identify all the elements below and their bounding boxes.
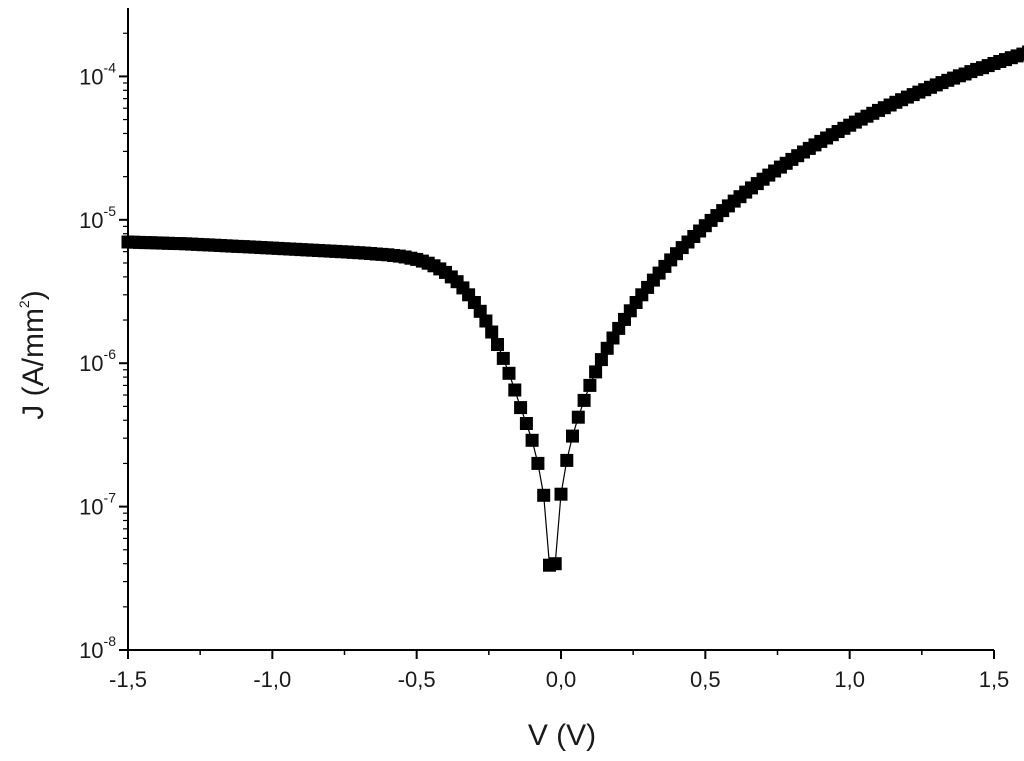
data-point bbox=[531, 456, 545, 470]
data-point bbox=[560, 453, 574, 467]
plot-frame bbox=[127, 8, 994, 651]
data-point bbox=[485, 325, 499, 339]
data-point bbox=[537, 488, 551, 502]
data-point bbox=[479, 314, 493, 328]
data-point bbox=[525, 433, 539, 447]
data-point bbox=[594, 353, 608, 367]
data-point bbox=[589, 365, 603, 379]
x-tick-label: 1,5 bbox=[979, 667, 1010, 692]
data-point bbox=[548, 557, 562, 571]
y-axis-title-sup: 2 bbox=[16, 300, 32, 308]
y-tick-label: 10-7 bbox=[79, 490, 116, 520]
data-point bbox=[554, 487, 568, 501]
data-point bbox=[502, 366, 516, 380]
x-tick-label: 1,0 bbox=[834, 667, 865, 692]
data-point bbox=[1016, 47, 1024, 61]
y-axis-title: J (A/mm2) bbox=[16, 290, 50, 419]
y-axis-ticks: 10-8 10-7 10-6 10-5 10-4 bbox=[79, 32, 128, 663]
y-tick-label: 10-5 bbox=[79, 203, 116, 233]
y-tick-label: 10-8 bbox=[79, 633, 116, 663]
series-points bbox=[121, 45, 1024, 572]
y-axis-title-main: J (A/mm bbox=[17, 308, 50, 420]
data-point bbox=[514, 401, 528, 415]
x-tick-label: 0,0 bbox=[546, 667, 577, 692]
data-point bbox=[566, 429, 579, 443]
data-point bbox=[519, 417, 533, 430]
data-point bbox=[508, 383, 522, 397]
y-tick-label: 10-6 bbox=[79, 346, 116, 376]
data-point bbox=[577, 393, 591, 407]
x-tick-label: -1,0 bbox=[253, 667, 291, 692]
x-axis-ticks: -1,5 -1,0 -0,5 0,0 0,5 1,0 1,5 bbox=[109, 650, 1009, 692]
data-point bbox=[571, 410, 585, 424]
x-tick-label: -1,5 bbox=[109, 667, 147, 692]
data-point bbox=[583, 378, 597, 392]
x-axis-title: V (V) bbox=[528, 719, 596, 752]
x-tick-label: -0,5 bbox=[398, 667, 436, 692]
x-tick-label: 0,5 bbox=[690, 667, 721, 692]
data-point bbox=[496, 351, 510, 365]
data-point bbox=[600, 341, 614, 355]
data-point bbox=[1022, 45, 1024, 59]
y-tick-label: 10-4 bbox=[79, 59, 116, 89]
y-axis-title-end: ) bbox=[17, 290, 50, 300]
data-point bbox=[491, 338, 504, 351]
